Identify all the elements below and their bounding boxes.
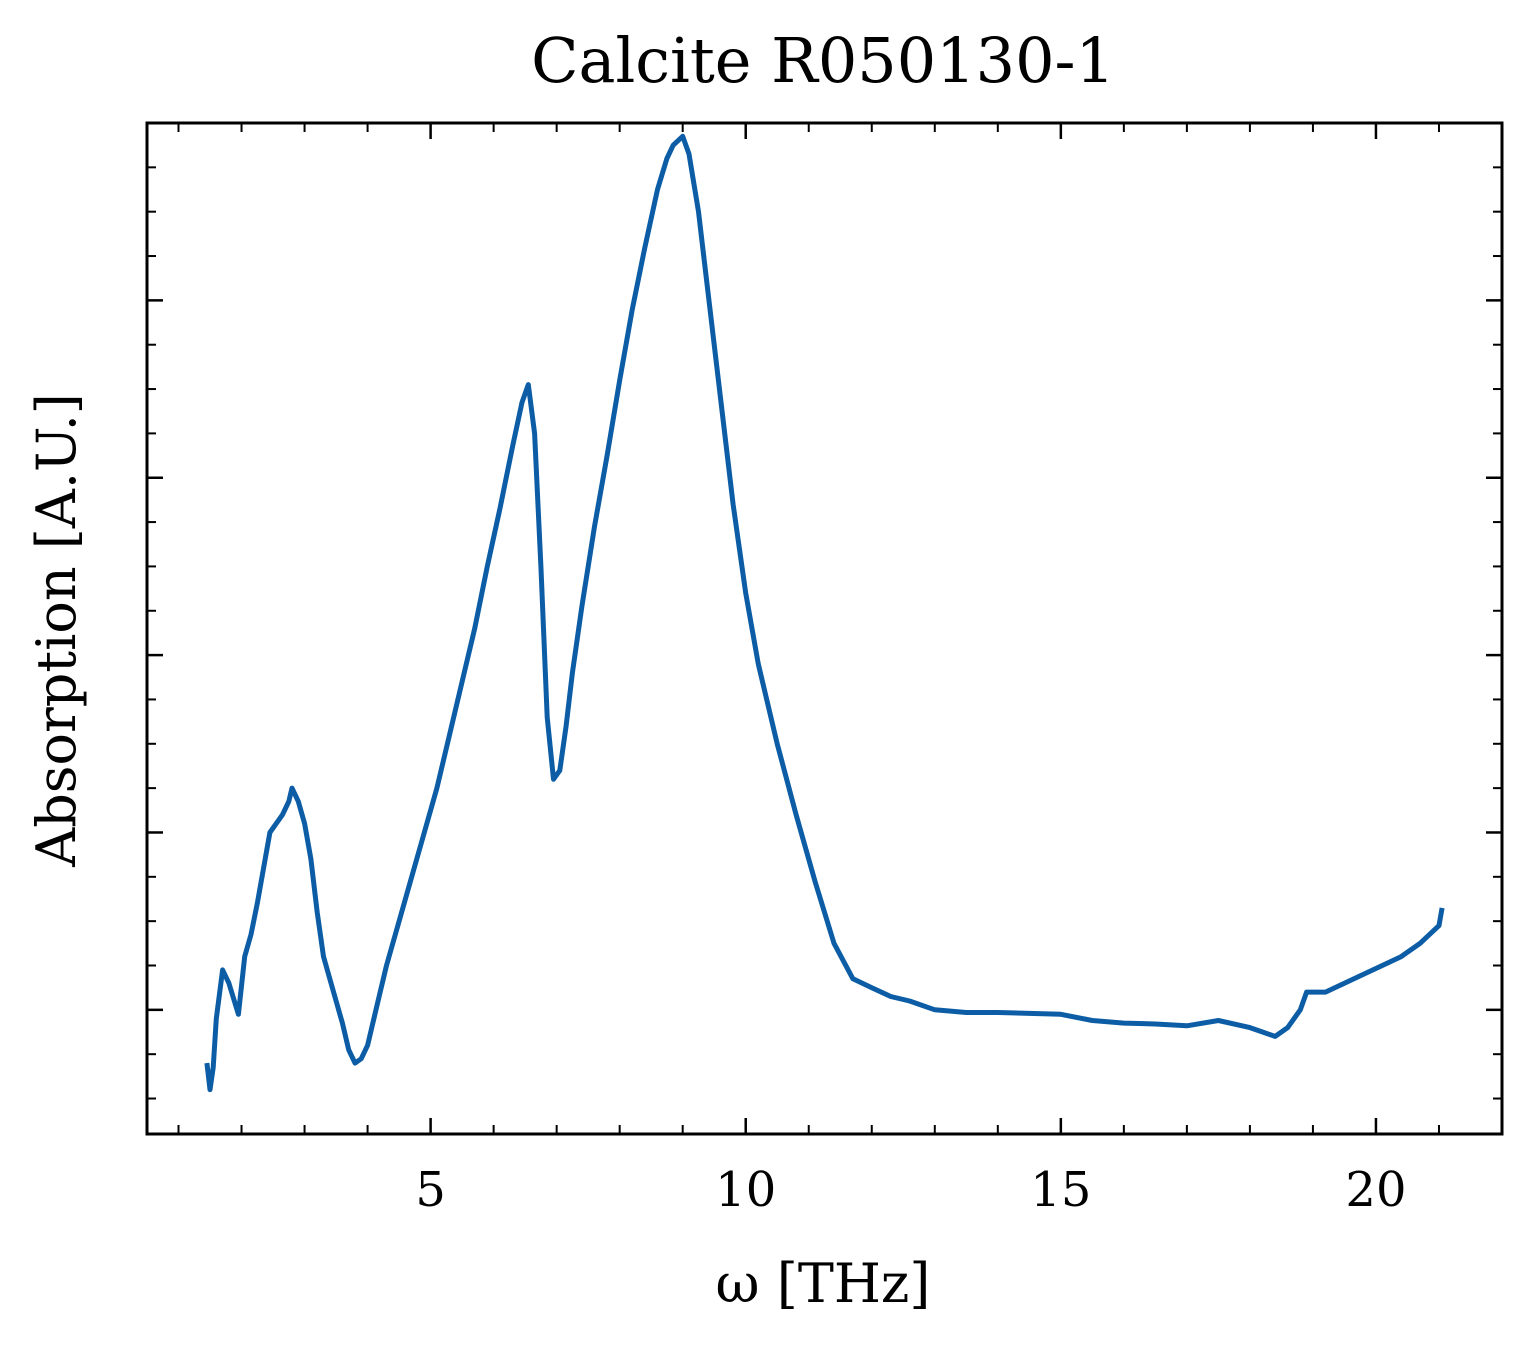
x-tick-label: 15 bbox=[1030, 1162, 1091, 1218]
plot-frame bbox=[145, 121, 1504, 1136]
x-tick-label: 10 bbox=[715, 1162, 776, 1218]
axis-ticks: 5 10 15 20 bbox=[147, 121, 1503, 1218]
x-tick-label: 20 bbox=[1345, 1162, 1406, 1218]
x-tick-label: 5 bbox=[415, 1162, 446, 1218]
y-axis-label: Absorption [A.U.] bbox=[25, 393, 88, 868]
series-line bbox=[204, 133, 1445, 1093]
chart-title: Calcite R050130-1 bbox=[531, 24, 1115, 97]
plot-area bbox=[204, 133, 1445, 1093]
x-axis-label: ω [THz] bbox=[716, 1252, 931, 1315]
